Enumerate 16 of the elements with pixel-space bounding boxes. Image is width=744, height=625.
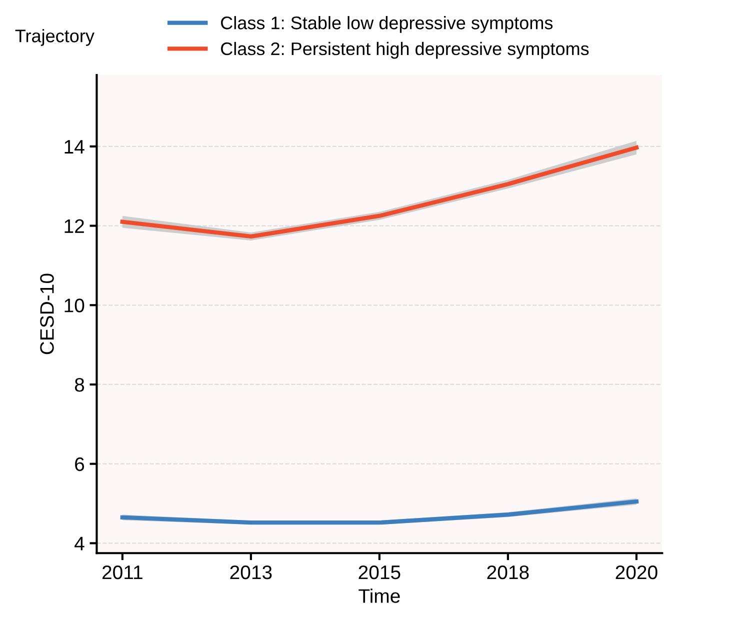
x-tick-label: 2015	[358, 565, 400, 580]
x-tick-label: 2020	[616, 565, 658, 580]
x-axis-title: Time	[358, 588, 400, 603]
x-tick-label: 2013	[230, 565, 272, 580]
legend-label: Class 1: Stable low depressive symptoms	[221, 16, 553, 33]
x-tick-label: 2011	[102, 565, 142, 580]
x-tick-label: 2018	[487, 565, 529, 580]
y-tick-label: 4	[74, 536, 84, 550]
y-tick-label: 10	[64, 298, 84, 312]
legend-title: Trajectory	[15, 29, 94, 46]
y-axis-title: CESD-10	[40, 274, 54, 354]
y-tick-label: 12	[64, 219, 84, 233]
y-tick-label: 8	[74, 378, 84, 392]
y-tick-label: 14	[64, 140, 84, 154]
y-tick-label: 6	[75, 457, 84, 472]
legend-label: Class 2: Persistent high depressive symptoms	[221, 42, 589, 59]
